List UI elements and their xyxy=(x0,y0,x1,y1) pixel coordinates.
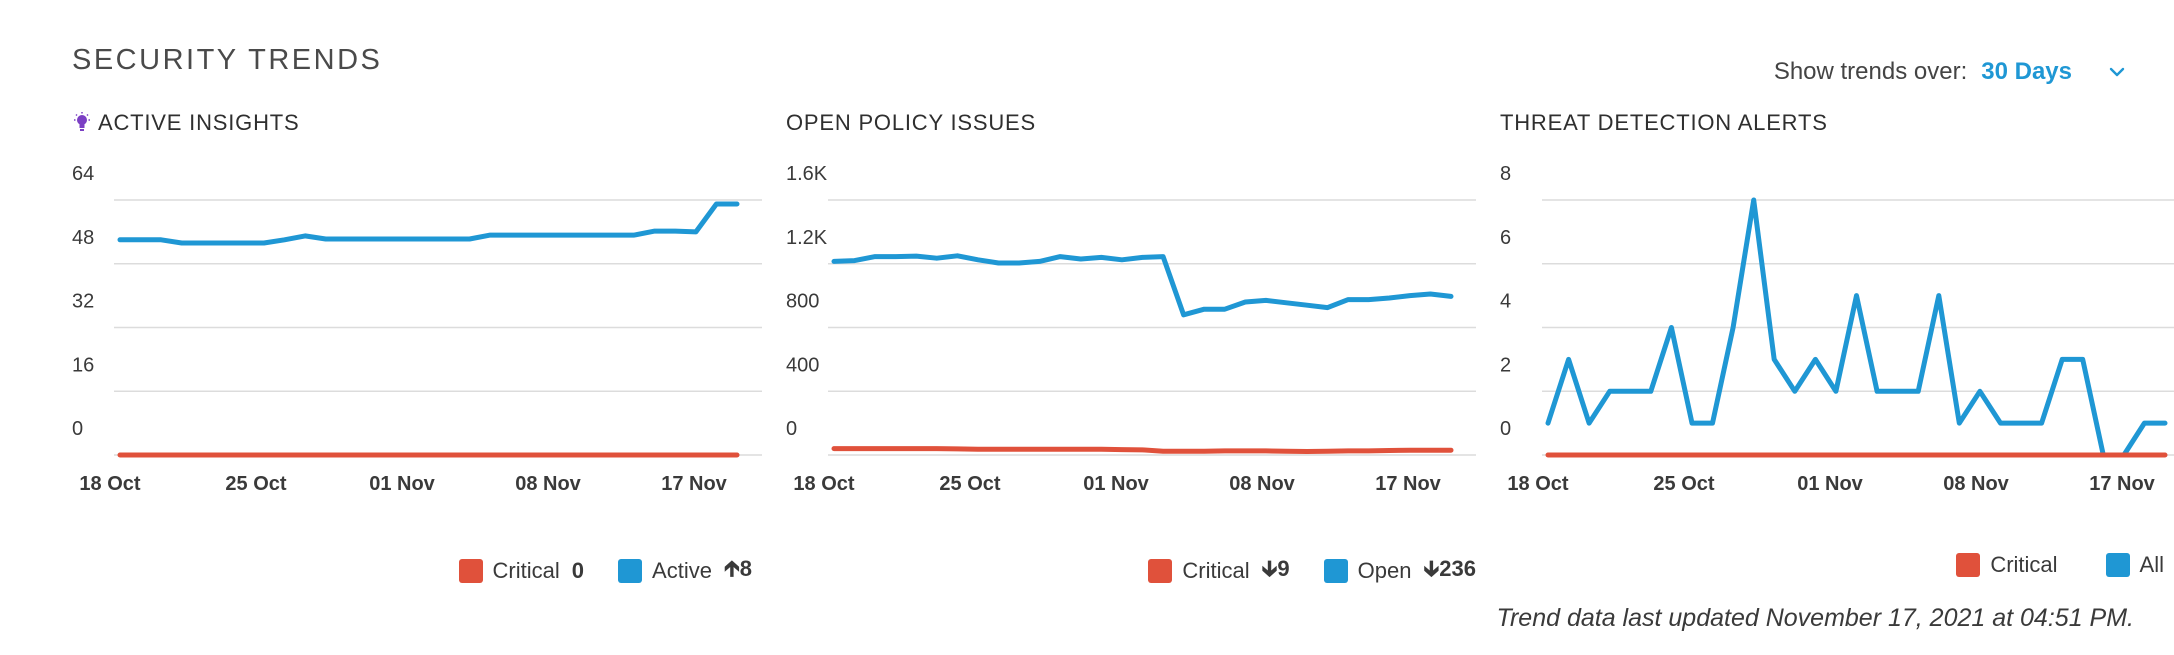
x-tick-label: 01 Nov xyxy=(369,473,435,495)
legend-item-open[interactable]: Open 🡳236 xyxy=(1323,552,1476,590)
y-tick-label: 48 xyxy=(72,227,94,249)
legend-label-critical: Critical xyxy=(492,558,560,583)
legend-label-critical: Critical xyxy=(1182,558,1250,583)
trend-range-dropdown[interactable]: Show trends over: 30 Days xyxy=(1774,58,2126,86)
x-tick-label: 17 Nov xyxy=(661,473,727,495)
legend-item-active[interactable]: Active 🡱8 xyxy=(618,552,752,590)
legend-delta-open: 🡳236 xyxy=(1423,552,1476,590)
active-insights-chart: 64 48 32 16 0 18 Oct 25 Oct 01 Nov 08 Nov 17 Nov xyxy=(72,163,762,495)
x-tick-label: 01 Nov xyxy=(1797,473,1863,495)
legend-delta-active: 🡱8 xyxy=(724,552,752,590)
y-tick-label: 1.6K xyxy=(786,163,828,185)
lightbulb-icon xyxy=(74,112,90,131)
y-tick-label: 2 xyxy=(1500,354,1511,376)
legend-label-open: Open xyxy=(1357,558,1412,583)
y-tick-label: 64 xyxy=(72,163,94,185)
x-tick-label: 25 Oct xyxy=(939,473,1000,495)
x-tick-label: 01 Nov xyxy=(1083,473,1149,495)
y-tick-label: 400 xyxy=(786,354,819,376)
open-policy-issues-title: OPEN POLICY ISSUES xyxy=(786,110,1036,135)
x-tick-label: 17 Nov xyxy=(1375,473,1441,495)
legend-swatch-critical xyxy=(1956,553,1981,577)
threat-detection-alerts-panel: THREAT DETECTION ALERTS 8 6 4 2 0 18 Oct 25 Oc… xyxy=(1500,110,2174,600)
legend-delta-active-value: 8 xyxy=(739,556,752,581)
y-tick-label: 32 xyxy=(72,291,94,313)
legend-swatch-critical xyxy=(1148,559,1173,583)
legend-item-critical[interactable]: Critical 🡳9 xyxy=(1148,552,1290,590)
legend-item-critical[interactable]: Critical 0 xyxy=(458,558,585,584)
chevron-down-icon[interactable] xyxy=(2108,66,2126,78)
trend-range-label: Show trends over: xyxy=(1773,58,1968,85)
series-line-all xyxy=(1545,197,2168,458)
legend-item-all[interactable]: All xyxy=(2105,552,2164,578)
threat-detection-alerts-title: THREAT DETECTION ALERTS xyxy=(1500,110,1828,135)
open-policy-issues-legend: Critical 🡳9 Open 🡳236 xyxy=(1148,552,1476,590)
active-insights-title-text: ACTIVE INSIGHTS xyxy=(98,110,300,135)
active-insights-legend: Critical 0 Active 🡱8 xyxy=(458,552,752,590)
section-title: SECURITY TRENDS xyxy=(72,44,383,76)
y-tick-label: 16 xyxy=(72,354,94,376)
threat-detection-alerts-chart: 8 6 4 2 0 18 Oct 25 Oct 01 Nov 08 Nov 17 Nov xyxy=(1500,163,2174,495)
legend-delta-open-value: 236 xyxy=(1439,556,1476,581)
active-insights-title: ACTIVE INSIGHTS xyxy=(72,110,299,136)
y-tick-label: 0 xyxy=(786,418,797,440)
y-tick-label: 8 xyxy=(1500,163,1511,185)
x-tick-label: 25 Oct xyxy=(1653,473,1714,495)
x-tick-label: 08 Nov xyxy=(1943,473,2009,495)
x-tick-label: 25 Oct xyxy=(225,473,286,495)
x-tick-label: 08 Nov xyxy=(1229,473,1295,495)
y-tick-label: 800 xyxy=(786,291,819,313)
legend-swatch-critical xyxy=(458,559,483,583)
open-policy-issues-chart: 1.6K 1.2K 800 400 0 18 Oct 25 Oct 01 Nov 08 Nov 1… xyxy=(786,163,1476,495)
legend-label-all: All xyxy=(2139,552,2164,577)
legend-swatch-open xyxy=(1323,559,1348,583)
y-tick-label: 4 xyxy=(1500,291,1511,313)
legend-delta-critical: 0 xyxy=(571,558,585,583)
threat-detection-alerts-legend: Critical All xyxy=(1956,552,2164,578)
legend-item-critical[interactable]: Critical xyxy=(1956,552,2058,578)
series-line-active xyxy=(117,201,740,246)
active-insights-panel: ACTIVE INSIGHTS 64 48 32 16 0 18 Oct 25 Oct 01 … xyxy=(72,110,762,600)
legend-swatch-active xyxy=(618,559,643,583)
x-tick-label: 18 Oct xyxy=(1507,473,1568,495)
legend-label-critical: Critical xyxy=(1990,552,2058,577)
y-tick-label: 0 xyxy=(1500,418,1511,440)
arrow-up-icon: 🡱 xyxy=(723,556,740,581)
legend-label-active: Active xyxy=(652,558,712,583)
series-line-critical xyxy=(831,446,1454,454)
y-tick-label: 6 xyxy=(1500,227,1511,249)
y-tick-label: 1.2K xyxy=(786,227,828,249)
y-tick-label: 0 xyxy=(72,418,83,440)
trend-range-value[interactable]: 30 Days xyxy=(1981,58,2072,85)
legend-delta-critical-value: 9 xyxy=(1277,556,1290,581)
legend-swatch-all xyxy=(2105,553,2130,577)
open-policy-issues-panel: OPEN POLICY ISSUES 1.6K 1.2K 800 400 0 18 Oct… xyxy=(786,110,1476,600)
x-tick-label: 18 Oct xyxy=(793,473,854,495)
arrow-down-icon: 🡳 xyxy=(1423,556,1440,581)
last-updated-note: Trend data last updated November 17, 202… xyxy=(1496,604,2134,632)
series-line-open xyxy=(831,253,1454,318)
x-tick-label: 08 Nov xyxy=(515,473,581,495)
x-tick-label: 18 Oct xyxy=(79,473,140,495)
arrow-down-icon: 🡳 xyxy=(1261,556,1278,581)
legend-delta-critical: 🡳9 xyxy=(1262,552,1290,590)
x-tick-label: 17 Nov xyxy=(2089,473,2155,495)
